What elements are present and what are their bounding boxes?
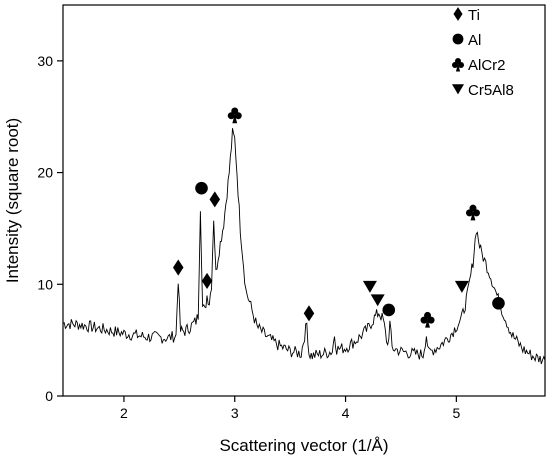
peak-marker-diamond (303, 305, 315, 322)
legend-marker-circle (452, 33, 464, 45)
peak-marker-club (420, 311, 435, 328)
peak-markers (172, 107, 505, 328)
legend: Ti Al AlCr2 Cr5Al8 (452, 7, 514, 99)
x-tick-label: 5 (452, 405, 460, 421)
y-tick-label: 0 (45, 388, 53, 404)
tick-labels: 2 3 4 5 0 10 20 30 (37, 53, 460, 421)
peak-marker-diamond (172, 259, 184, 276)
peak-marker-circle (382, 303, 396, 317)
x-tick-label: 2 (120, 405, 128, 421)
peak-marker-circle (492, 296, 505, 310)
legend-marker-diamond (453, 7, 463, 21)
peak-marker-diamond (201, 272, 213, 289)
peak-marker-triangle-down (370, 294, 385, 307)
y-tick-label: 10 (37, 276, 53, 292)
series-line (62, 128, 546, 365)
legend-marker-triangle-down (452, 84, 464, 95)
x-axis-title: Scattering vector (1/Å) (219, 436, 388, 455)
legend-label: Al (468, 32, 481, 49)
legend-label: Cr5Al8 (468, 82, 514, 99)
peak-marker-club (465, 204, 480, 221)
plot-frame (62, 4, 546, 397)
legend-label: AlCr2 (468, 57, 506, 74)
axis-ticks (57, 60, 457, 402)
peak-marker-diamond (209, 191, 221, 208)
peak-marker-triangle-down (454, 280, 469, 293)
peak-marker-circle (195, 181, 208, 195)
peak-marker-triangle-down (362, 280, 377, 293)
x-tick-label: 4 (342, 405, 350, 421)
x-tick-label: 3 (231, 405, 239, 421)
y-axis-title: Intensity (square root) (3, 118, 22, 283)
legend-marker-club (452, 58, 464, 72)
y-tick-label: 30 (37, 53, 53, 69)
y-tick-label: 20 (37, 165, 53, 181)
legend-label: Ti (468, 7, 480, 24)
peak-marker-club (227, 107, 242, 124)
